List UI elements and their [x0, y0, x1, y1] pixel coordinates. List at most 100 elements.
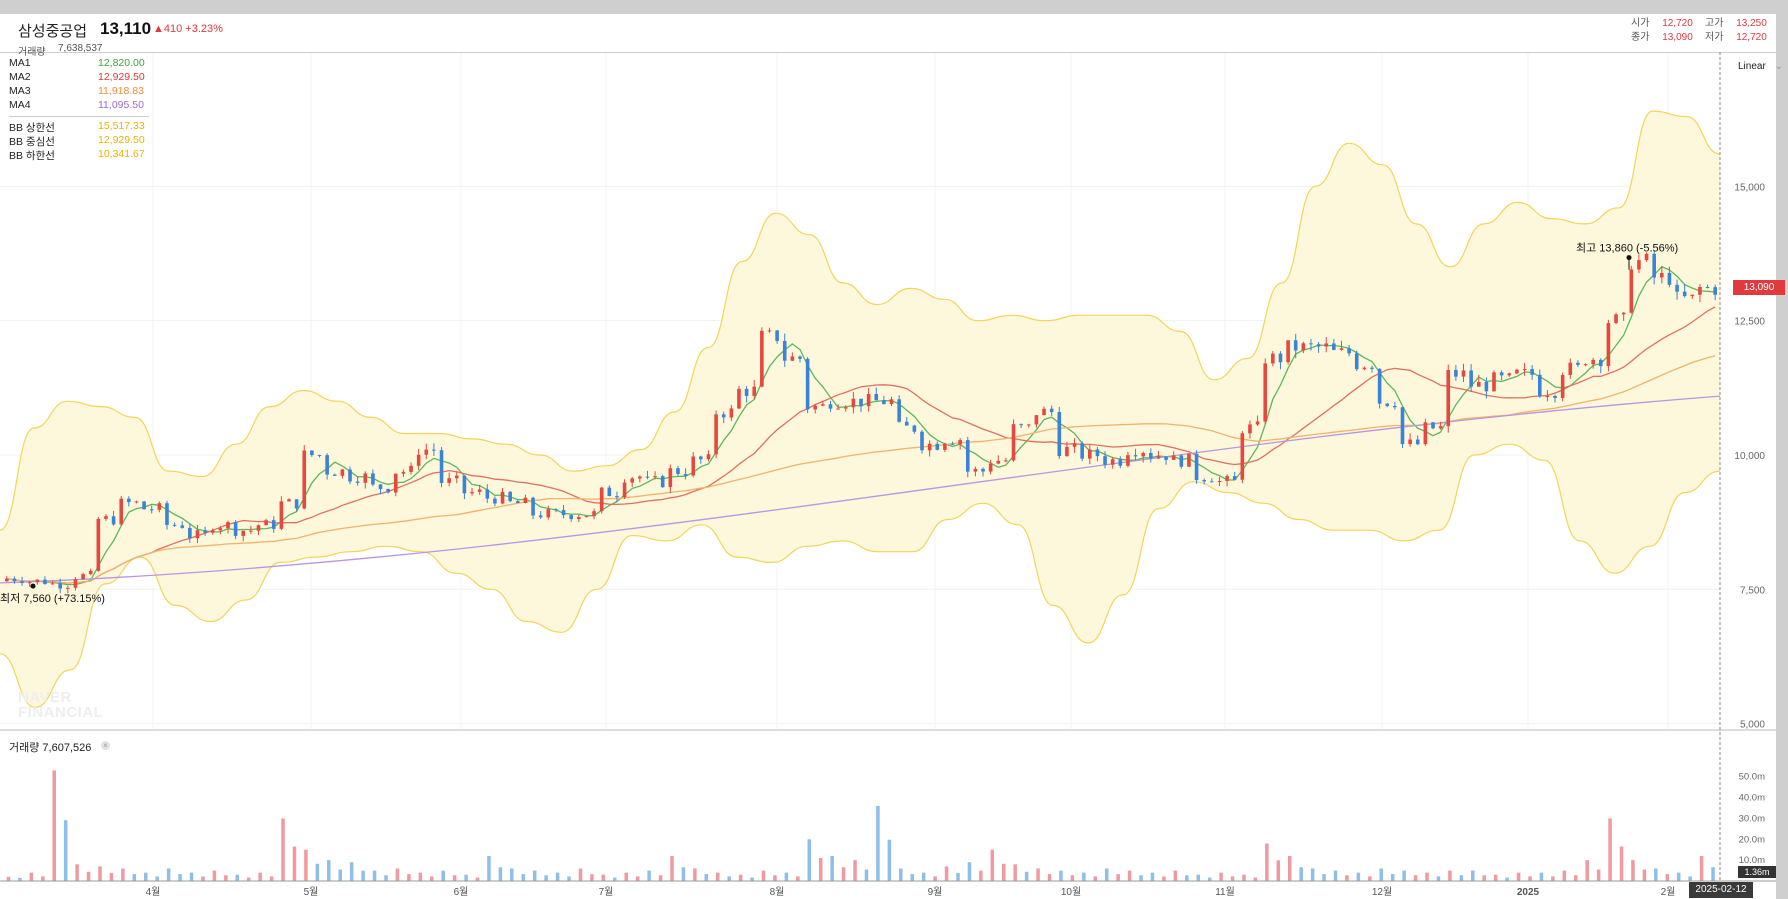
candle-body	[927, 443, 932, 451]
price-tick-label: 7,500	[1740, 585, 1765, 596]
x-tick-label: 2025	[1517, 887, 1540, 898]
candle-body	[866, 393, 871, 407]
candle-body	[1271, 353, 1275, 364]
volume-bar	[1276, 860, 1281, 881]
close-value: 13,090	[1662, 32, 1693, 43]
candle-body	[584, 516, 589, 518]
current-price: 13,110	[100, 19, 152, 38]
volume-bar	[384, 875, 388, 881]
volume-bar	[1448, 870, 1452, 881]
scale-dropdown[interactable]: Linear ⌄	[1738, 61, 1783, 72]
close-icon[interactable]: ×	[101, 741, 110, 750]
candle-body	[843, 407, 848, 409]
volume-bar	[1619, 846, 1624, 881]
volume-bar	[830, 855, 834, 881]
volume-bar	[1539, 872, 1544, 881]
volume-bar	[121, 868, 125, 881]
candle-body	[668, 468, 673, 488]
volume-bar	[590, 874, 594, 881]
candle-body	[882, 400, 886, 405]
candle-body	[1232, 476, 1237, 480]
volume-bar	[704, 874, 709, 881]
candle-body	[210, 530, 215, 533]
candle-body	[332, 474, 337, 476]
volume-bar	[555, 872, 560, 881]
legend-ma1[interactable]: MA1 12,820.00	[9, 57, 149, 71]
volume-bar	[166, 868, 171, 881]
volume-bar	[1059, 870, 1063, 881]
volume-bar	[818, 858, 823, 881]
legend-bb-upper[interactable]: BB 상한선 15,517.33	[9, 120, 149, 134]
legend-ma2[interactable]: MA2 12,929.50	[9, 71, 149, 85]
volume-bar	[956, 872, 960, 881]
candle-body	[912, 425, 917, 432]
volume-bar	[1162, 876, 1166, 881]
candle-body	[920, 431, 924, 451]
candle-body	[340, 469, 345, 476]
candle-body	[721, 414, 726, 418]
candle-body	[264, 520, 268, 526]
candle-body	[1049, 408, 1054, 413]
candle-body	[516, 501, 520, 503]
scale-label: Linear	[1738, 61, 1766, 72]
volume-bar	[1150, 872, 1155, 881]
legend-ma3[interactable]: MA3 11,918.83	[9, 85, 149, 99]
candle-body	[729, 408, 734, 418]
candle-body	[1637, 260, 1641, 270]
axes: 5,000 7,500 10,000 12,500 15,000 10.0m 20.0m 30…	[0, 51, 1776, 898]
ma-line-2	[6, 306, 1716, 584]
legend-bb-lower[interactable]: BB 하한선 10,341.67	[9, 148, 149, 162]
candle-body	[1370, 367, 1374, 369]
low-annotation: 최저 7,560 (+73.15%)	[0, 592, 105, 605]
candle-body	[1400, 407, 1405, 445]
candle-body	[546, 509, 551, 518]
volume-bar	[1436, 876, 1441, 881]
candle-body	[96, 518, 101, 571]
candle-body	[50, 583, 55, 585]
volume-bar	[521, 874, 526, 881]
candle-body	[249, 530, 253, 532]
close-label: 종가	[1631, 32, 1650, 43]
candle-body	[1065, 446, 1069, 457]
legend-bb-middle[interactable]: BB 중심선 12,929.50	[9, 134, 149, 148]
volume-bar	[658, 875, 663, 881]
candle-body	[279, 501, 284, 529]
bb-lower-line	[0, 443, 1721, 709]
x-tick-label: 9월	[928, 886, 943, 898]
volume-bar	[327, 860, 331, 881]
candle-body	[1080, 443, 1084, 459]
volume-bar	[807, 839, 812, 881]
candle-body	[1293, 340, 1298, 351]
candle-body	[1690, 294, 1695, 297]
volume-bar	[1093, 876, 1098, 881]
volume-bar	[1608, 818, 1612, 881]
candle-body	[1431, 422, 1435, 429]
candle-body	[1629, 269, 1634, 313]
candle-body	[1553, 396, 1557, 398]
candle-body	[1118, 459, 1123, 466]
volume-bar	[224, 875, 228, 881]
candle-body	[5, 578, 9, 582]
volume-bar	[258, 872, 262, 881]
volume-bar	[727, 876, 731, 881]
volume-bar	[613, 877, 617, 881]
volume-bar	[899, 868, 903, 881]
volume-bar	[693, 868, 697, 881]
candle-body	[386, 488, 390, 493]
x-tick-label: 12월	[1372, 886, 1392, 898]
price-tick-label: 10,000	[1734, 451, 1765, 462]
volume-bar	[1596, 869, 1601, 881]
candle-body	[1179, 455, 1184, 467]
candle-body	[73, 579, 78, 588]
candle-body	[81, 574, 85, 580]
candle-body	[27, 582, 32, 584]
volume-bar	[796, 876, 800, 881]
volume-bar	[510, 868, 514, 881]
legend-ma4[interactable]: MA4 11,095.50	[9, 99, 149, 113]
volume-bar	[921, 872, 926, 881]
low-quote: 저가 12,720	[1705, 28, 1767, 43]
current-price-tag: 13,090	[1733, 280, 1785, 295]
volume-bar	[1024, 871, 1029, 881]
volume-bar	[452, 875, 457, 881]
